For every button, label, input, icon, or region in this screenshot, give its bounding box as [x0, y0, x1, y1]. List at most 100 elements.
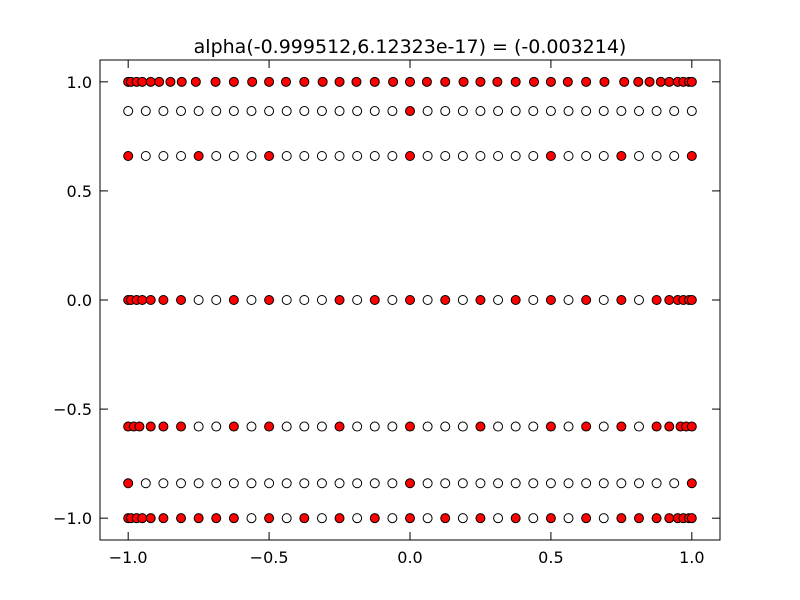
- scatter-point: [246, 513, 257, 524]
- scatter-point: [334, 76, 345, 87]
- scatter-point: [193, 106, 204, 117]
- scatter-point: [369, 151, 380, 161]
- scatter-point: [598, 513, 609, 524]
- scatter-point: [475, 478, 486, 489]
- scatter-point: [193, 478, 204, 489]
- scatter-point: [369, 76, 380, 87]
- scatter-point: [145, 421, 156, 432]
- scatter-point: [145, 295, 156, 305]
- scatter-point: [299, 106, 310, 117]
- scatter-point: [457, 421, 468, 432]
- scatter-point: [422, 106, 433, 117]
- scatter-point: [299, 421, 310, 432]
- scatter-point: [598, 106, 609, 117]
- scatter-point: [334, 478, 345, 489]
- x-tick-label: −0.5: [250, 548, 289, 567]
- scatter-point: [545, 478, 556, 489]
- scatter-point: [334, 151, 345, 161]
- scatter-point: [369, 513, 380, 524]
- scatter-point: [528, 106, 539, 117]
- scatter-point: [510, 151, 521, 161]
- scatter-point: [598, 478, 609, 489]
- x-tick-label: 0.0: [397, 548, 422, 567]
- scatter-point: [352, 513, 363, 524]
- scatter-point: [458, 76, 469, 87]
- scatter-point: [387, 151, 398, 161]
- scatter-point: [457, 295, 468, 305]
- scatter-point: [581, 478, 592, 489]
- scatter-point: [193, 151, 204, 161]
- scatter-point: [158, 151, 169, 161]
- scatter-point: [211, 151, 222, 161]
- y-tick-label: 0.5: [67, 182, 92, 201]
- scatter-point: [351, 76, 362, 87]
- scatter-point: [686, 513, 697, 524]
- scatter-point: [281, 513, 292, 524]
- scatter-point: [299, 151, 310, 161]
- scatter-point: [228, 151, 239, 161]
- scatter-point: [528, 478, 539, 489]
- scatter-point: [281, 76, 291, 87]
- scatter-point: [493, 106, 504, 117]
- scatter-point: [123, 478, 134, 489]
- scatter-point: [316, 478, 327, 489]
- scatter-point: [264, 106, 275, 117]
- scatter-point: [616, 513, 627, 524]
- scatter-point: [134, 421, 145, 432]
- scatter-point: [193, 295, 204, 305]
- scatter-point: [210, 76, 221, 87]
- scatter-point: [334, 106, 345, 117]
- scatter-point: [598, 151, 609, 161]
- scatter-point: [493, 513, 504, 524]
- scatter-point: [264, 513, 275, 524]
- scatter-point: [475, 151, 486, 161]
- scatter-point: [457, 106, 468, 117]
- scatter-point: [387, 478, 398, 489]
- scatter-point: [510, 76, 521, 87]
- scatter-point: [388, 76, 399, 87]
- scatter-point: [563, 421, 574, 432]
- scatter-point: [247, 76, 258, 87]
- scatter-point: [228, 76, 239, 87]
- scatter-point: [440, 76, 451, 87]
- y-tick-label: 1.0: [67, 73, 92, 92]
- scatter-point: [211, 513, 222, 524]
- scatter-point: [528, 513, 539, 524]
- scatter-point: [616, 106, 627, 117]
- scatter-point: [154, 76, 165, 87]
- scatter-point: [211, 478, 222, 489]
- scatter-point: [669, 106, 680, 117]
- scatter-point: [475, 76, 486, 87]
- scatter-point: [422, 151, 433, 161]
- scatter-point: [562, 76, 573, 87]
- scatter-point: [633, 106, 644, 117]
- scatter-point: [264, 151, 275, 161]
- scatter-point: [176, 421, 187, 432]
- scatter-point: [123, 151, 134, 161]
- scatter-point: [475, 295, 486, 305]
- scatter-point: [316, 106, 327, 117]
- scatter-point: [493, 151, 504, 161]
- scatter-point: [492, 76, 503, 87]
- scatter-point: [421, 76, 432, 87]
- scatter-point: [510, 295, 521, 305]
- scatter-point: [510, 421, 521, 432]
- ticks-layer: −1.0 −0.5 0.0 0.5 1.0 −1.0 −0.5 0.0 0.5 1.0: [53, 60, 720, 567]
- scatter-point: [686, 151, 697, 161]
- scatter-point: [616, 478, 627, 489]
- scatter-point: [316, 295, 327, 305]
- scatter-point: [581, 76, 592, 87]
- scatter-point: [228, 295, 239, 305]
- scatter-point: [563, 295, 574, 305]
- scatter-point: [387, 295, 398, 305]
- scatter-point: [598, 421, 609, 432]
- scatter-point: [581, 295, 592, 305]
- scatter-point: [422, 513, 433, 524]
- scatter-point: [669, 478, 680, 489]
- scatter-point: [616, 151, 627, 161]
- scatter-point: [475, 106, 486, 117]
- scatter-point: [528, 295, 539, 305]
- scatter-point: [599, 76, 610, 87]
- scatter-point: [176, 513, 187, 524]
